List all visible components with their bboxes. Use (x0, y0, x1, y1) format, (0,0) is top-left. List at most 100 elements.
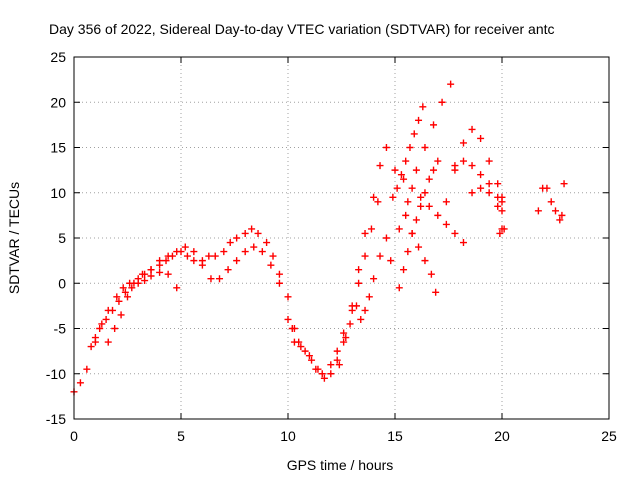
data-point (164, 270, 172, 278)
y-tick-label: 15 (50, 140, 66, 156)
data-point (496, 229, 504, 237)
series-isolated-low (357, 234, 390, 323)
data-point (342, 334, 350, 342)
series-isolated-5 (496, 225, 508, 237)
data-point (340, 338, 348, 346)
data-point (226, 239, 234, 247)
data-point (389, 193, 397, 201)
data-point (109, 306, 117, 314)
data-point (498, 198, 506, 206)
data-point (402, 211, 410, 219)
data-point (408, 229, 416, 237)
data-point (220, 248, 228, 256)
data-point (333, 356, 341, 364)
data-point (485, 157, 493, 165)
x-tick-label: 0 (70, 428, 78, 444)
data-point (340, 329, 348, 337)
data-point (115, 297, 123, 305)
grid-lines (74, 57, 609, 419)
data-point (128, 284, 136, 292)
data-point (147, 266, 155, 274)
data-point (410, 130, 418, 138)
data-point (91, 334, 99, 342)
x-axis-title: GPS time / hours (287, 457, 394, 473)
x-tick-label: 20 (494, 428, 510, 444)
data-point (76, 379, 84, 387)
data-point (365, 293, 373, 301)
data-point (297, 343, 305, 351)
data-point (357, 315, 365, 323)
series-dip-lower (288, 302, 360, 382)
data-point (438, 98, 446, 106)
data-point (275, 279, 283, 287)
series-lower-branch (87, 268, 181, 351)
data-point (327, 370, 335, 378)
data-point (421, 189, 429, 197)
data-point (119, 284, 127, 292)
data-point (241, 248, 249, 256)
data-point (183, 252, 191, 260)
data-point (361, 252, 369, 260)
data-point (254, 229, 262, 237)
y-tick-label: 0 (58, 275, 66, 291)
data-point (173, 248, 181, 256)
data-point (425, 202, 433, 210)
data-point (547, 198, 555, 206)
data-point (393, 184, 401, 192)
data-point (113, 293, 121, 301)
data-point (485, 189, 493, 197)
chart-title: Day 356 of 2022, Sidereal Day-to-day VTE… (49, 21, 555, 37)
data-point (408, 184, 416, 192)
data-point (348, 306, 356, 314)
data-point (382, 234, 390, 242)
data-point (419, 103, 427, 111)
x-tick-label: 25 (601, 428, 617, 444)
data-point (382, 144, 390, 151)
series-streak-b (389, 103, 427, 201)
data-point (400, 175, 408, 183)
y-tick-label: 25 (50, 49, 66, 65)
data-point (498, 207, 506, 215)
data-point (164, 252, 172, 260)
data-point (352, 302, 360, 310)
data-point (427, 270, 435, 278)
data-point (327, 361, 335, 369)
data-point (534, 207, 542, 215)
y-tick-label: 20 (50, 94, 66, 110)
data-point (430, 121, 438, 129)
data-point (190, 248, 198, 256)
data-point (447, 80, 455, 88)
data-point (459, 157, 467, 165)
data-point (552, 207, 559, 215)
x-tick-label: 5 (177, 428, 185, 444)
data-point (224, 266, 232, 274)
series-late-arc-3 (468, 184, 506, 215)
series-late-arc (442, 125, 506, 206)
data-point (333, 347, 341, 355)
data-point (190, 257, 198, 265)
data-point (305, 352, 313, 360)
data-point (494, 193, 502, 201)
data-point (121, 288, 129, 296)
data-point (156, 268, 164, 276)
data-point (248, 225, 256, 233)
data-point (395, 284, 403, 292)
data-point (543, 184, 551, 192)
data-point (391, 166, 399, 174)
data-point (241, 229, 249, 237)
data-point (417, 193, 425, 201)
data-point (485, 180, 493, 188)
data-point (355, 266, 363, 274)
data-point (412, 166, 420, 174)
data-point (451, 229, 459, 237)
data-point (267, 261, 275, 269)
data-point (295, 338, 303, 346)
data-point (477, 171, 485, 179)
data-point (415, 116, 423, 124)
data-point (355, 279, 363, 287)
data-point (500, 225, 508, 233)
data-point (421, 144, 429, 151)
series-tail-cluster (534, 180, 568, 224)
data-point (425, 175, 433, 183)
data-point (442, 220, 450, 228)
